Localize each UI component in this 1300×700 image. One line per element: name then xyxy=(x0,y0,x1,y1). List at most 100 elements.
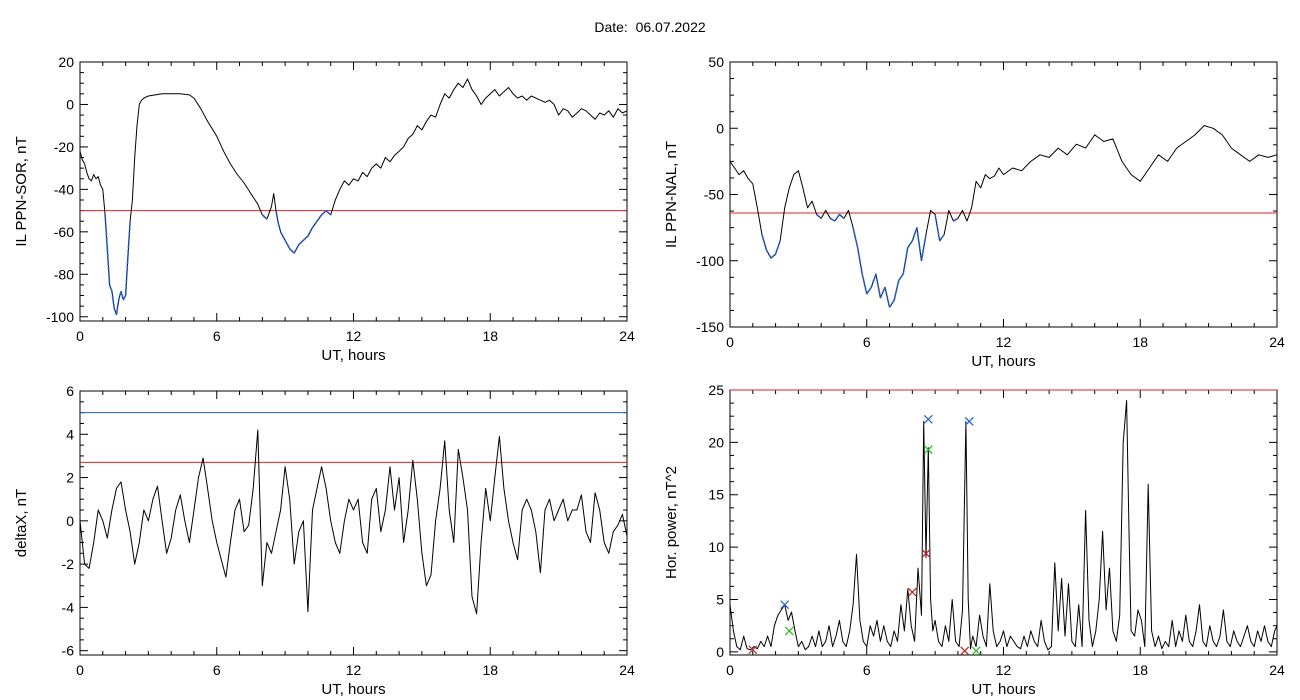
y-axis-label: IL PPN-NAL, nT xyxy=(663,141,680,248)
x-tick-label: 24 xyxy=(619,328,635,344)
x-tick-label: 18 xyxy=(482,328,498,344)
y-tick-label: -150 xyxy=(696,319,724,335)
series-below-threshold-segment xyxy=(911,227,918,242)
x-tick-label: 6 xyxy=(213,328,221,344)
series-below-threshold-segment xyxy=(884,287,891,308)
series-below-threshold-segment xyxy=(866,286,872,295)
series-below-threshold-segment xyxy=(277,223,282,233)
chart-deltax-svg: 0 6 12 18 24 6 4 2 0 -2 -4 -6 UT, hours deltaX, nT xyxy=(13,383,635,698)
x-tick-label: 0 xyxy=(76,328,84,344)
series-below-threshold-segment xyxy=(124,257,129,296)
x-tick-label: 6 xyxy=(863,334,871,350)
y-tick-label: -80 xyxy=(54,266,74,282)
series-line xyxy=(79,78,628,316)
series-below-threshold-segment xyxy=(120,291,125,300)
x-tick-label: 12 xyxy=(346,328,362,344)
series-below-threshold-segment xyxy=(816,213,822,219)
chart-il-ppn-sor: 0 6 12 18 24 20 0 -20 -40 -60 -80 -100 UT, hours IL P… xyxy=(0,0,650,364)
x-tick-label: 0 xyxy=(726,662,734,678)
series-below-threshold-segment xyxy=(770,253,777,259)
y-tick-label: -100 xyxy=(46,309,74,325)
x-tick-label: 24 xyxy=(619,662,635,678)
series-below-threshold-segment xyxy=(293,244,300,254)
marker-stroke xyxy=(964,416,974,426)
series-below-threshold-segment xyxy=(307,227,314,237)
series-below-threshold-segment xyxy=(870,273,877,288)
series-below-threshold-segment xyxy=(893,280,900,301)
series-below-threshold-segment xyxy=(829,217,836,222)
marker-stroke xyxy=(923,414,933,424)
marker-stroke xyxy=(784,626,794,636)
x-axis-label: UT, hours xyxy=(971,353,1035,370)
marker-stroke xyxy=(780,600,790,610)
chart-nal-svg: 0 6 12 18 24 50 0 -50 -100 -150 UT, hours IL PPN-NA… xyxy=(663,54,1285,370)
y-axis-label: deltaX, nT xyxy=(13,489,30,557)
series-below-threshold-segment xyxy=(111,291,115,309)
marker-red xyxy=(921,548,931,558)
date-label: Date: xyxy=(594,19,628,35)
x-tick-label: 6 xyxy=(863,662,871,678)
date-value: 06.07.2022 xyxy=(635,19,706,35)
y-tick-label: 2 xyxy=(66,470,74,486)
series-below-threshold-segment xyxy=(838,213,845,219)
series-below-threshold-segment xyxy=(311,220,318,229)
marker-green xyxy=(923,445,933,455)
marker-stroke xyxy=(748,645,758,655)
series-below-threshold-segment xyxy=(952,217,959,222)
y-tick-label: -40 xyxy=(54,181,74,197)
series-below-threshold-segment xyxy=(879,286,886,299)
y-tick-label: 20 xyxy=(58,54,74,70)
series-below-threshold-segment xyxy=(261,214,268,220)
series-below-threshold-segment xyxy=(298,239,304,246)
y-tick-label: 0 xyxy=(716,644,724,660)
series-below-threshold-segment xyxy=(275,210,280,224)
y-tick-label: 20 xyxy=(708,434,724,450)
marker-blue xyxy=(923,414,933,424)
marker-green xyxy=(784,626,794,636)
series-below-threshold-segment xyxy=(888,300,895,308)
y-tick-label: -100 xyxy=(696,253,724,269)
y-tick-label: 50 xyxy=(708,54,724,70)
marker-green xyxy=(971,646,981,656)
x-tick-label: 6 xyxy=(213,662,221,678)
chart-sor-svg: 0 6 12 18 24 20 0 -20 -40 -60 -80 -100 UT, hours IL P… xyxy=(13,54,635,364)
marker-stroke xyxy=(907,587,917,597)
y-tick-label: 0 xyxy=(66,513,74,529)
chart-deltax: 0 6 12 18 24 6 4 2 0 -2 -4 -6 UT, hours deltaX, nT xyxy=(0,360,650,700)
marker-red xyxy=(748,645,758,655)
y-tick-label: -4 xyxy=(62,599,75,615)
series-below-threshold-segment xyxy=(774,240,781,255)
series-below-threshold-segment xyxy=(289,248,295,254)
series-line xyxy=(729,400,1278,651)
series-below-threshold-segment xyxy=(897,273,904,282)
x-tick-label: 0 xyxy=(726,334,734,350)
series-below-threshold-segment xyxy=(852,227,859,248)
y-tick-label: 10 xyxy=(708,539,724,555)
series-below-threshold-segment xyxy=(104,214,109,249)
x-tick-label: 12 xyxy=(996,334,1012,350)
marker-red xyxy=(960,646,970,656)
y-tick-label: 25 xyxy=(708,382,724,398)
y-tick-label: 15 xyxy=(708,487,724,503)
series-line xyxy=(79,429,628,615)
plot-frame xyxy=(729,389,1278,656)
x-axis-label: UT, hours xyxy=(971,681,1035,698)
x-tick-label: 12 xyxy=(996,662,1012,678)
y-axis-label: IL PPN-SOR, nT xyxy=(13,136,30,246)
series-below-threshold-segment xyxy=(284,239,291,250)
series-below-threshold-segment xyxy=(122,295,127,301)
marker-stroke xyxy=(921,548,931,558)
chart-power-svg: 0 6 12 18 24 25 20 15 10 5 0 UT, hours Hor. power, n… xyxy=(663,382,1285,698)
y-tick-label: 5 xyxy=(716,591,724,607)
marker-stroke xyxy=(960,646,970,656)
x-axis-label: UT, hours xyxy=(321,347,385,364)
series-line xyxy=(729,125,1278,308)
x-tick-label: 0 xyxy=(76,662,84,678)
y-tick-label: -60 xyxy=(54,224,74,240)
y-tick-label: -50 xyxy=(704,187,724,203)
marker-stroke xyxy=(971,646,981,656)
y-tick-label: 4 xyxy=(66,426,74,442)
y-tick-label: -2 xyxy=(62,556,75,572)
x-tick-label: 12 xyxy=(346,662,362,678)
